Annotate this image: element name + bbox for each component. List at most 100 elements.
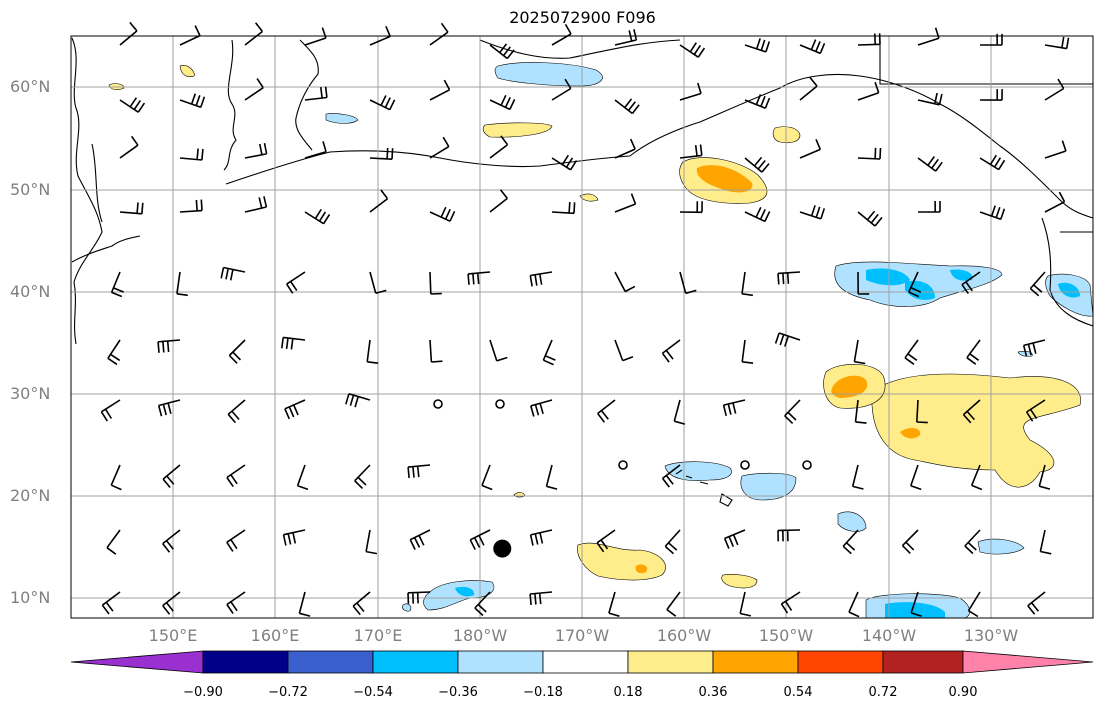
wind-barb [916, 399, 928, 424]
wind-barb [304, 86, 328, 101]
wind-barb [673, 399, 686, 425]
wind-barb [244, 78, 264, 101]
lon-label: 150°E [148, 626, 198, 645]
anomaly-positive [579, 193, 599, 202]
wind-barb [429, 22, 449, 46]
calm-markers [433, 399, 812, 470]
wind-barb [744, 38, 771, 53]
colorbar-tick-label: 0.72 [868, 685, 898, 700]
colorbar-segment [287, 650, 374, 674]
calm-marker [495, 399, 505, 409]
wind-barb [226, 591, 246, 614]
wind-barb [774, 332, 801, 347]
wind-barb [228, 339, 246, 364]
wind-barb [369, 189, 389, 213]
coastline-asia [71, 37, 103, 345]
wind-barb [365, 529, 378, 555]
wind-barb [679, 201, 703, 214]
wind-barb [917, 27, 940, 46]
anomaly-positive [831, 375, 868, 398]
wind-barb [119, 202, 144, 215]
wind-barb [799, 138, 822, 159]
wind-barb [679, 144, 703, 159]
wind-barb [842, 529, 859, 555]
wind-barb [661, 339, 681, 363]
wind-barb [369, 271, 387, 294]
wind-barb [176, 271, 188, 297]
lat-label: 10°N [10, 588, 51, 607]
wind-barb [467, 271, 491, 285]
wind-barb [799, 205, 826, 220]
wind-barb [407, 591, 431, 604]
wind-barb [179, 93, 206, 108]
wind-barb [110, 464, 122, 491]
wind-barb [429, 271, 442, 295]
anomaly-positive [482, 122, 553, 138]
wind-barb [1044, 140, 1067, 159]
lon-label: 170°E [353, 626, 403, 645]
wind-barb [744, 206, 771, 223]
lat-label: 20°N [10, 486, 51, 505]
colorbar-tick-label: −0.18 [523, 685, 563, 700]
wind-barb [244, 22, 264, 46]
wind-barb [489, 43, 515, 60]
wind-barb [106, 529, 121, 555]
wind-barb [107, 339, 121, 366]
wind-barb [722, 399, 746, 416]
wind-barb [744, 94, 771, 109]
anomaly-negative [423, 580, 495, 611]
wind-barb [741, 339, 754, 364]
lat-label: 60°N [10, 77, 51, 96]
wind-barb [369, 147, 394, 160]
colorbar-tick-label: 0.54 [783, 685, 813, 700]
colorbar-segment [202, 650, 289, 674]
wind-barb [777, 529, 801, 542]
lon-label: 140°W [861, 626, 917, 645]
map-title: 2025072900 F096 [509, 8, 656, 27]
wind-barb [530, 399, 553, 417]
wind-barb [119, 21, 138, 46]
wind-barb [741, 271, 754, 297]
colorbar-segment [542, 650, 629, 674]
anomaly-positive [577, 542, 666, 581]
cyclone-marker [493, 539, 512, 558]
wind-barb [489, 339, 508, 362]
wind-barb [661, 464, 681, 488]
wind-barb [853, 339, 866, 365]
wind-barb-layer [100, 21, 1070, 618]
coastline-aleutians [225, 150, 631, 185]
colorbar [70, 650, 1094, 674]
wind-barb [857, 33, 881, 46]
wind-barb [101, 591, 121, 615]
wind-barb [1025, 399, 1046, 422]
wind-barb [162, 464, 181, 489]
wind-barb [614, 98, 640, 115]
colorbar-tick-label: 0.36 [698, 685, 728, 700]
wind-barb [857, 147, 882, 160]
wind-barb [551, 154, 578, 171]
wind-barb [784, 399, 801, 424]
anomaly-negative [1058, 282, 1080, 298]
wind-barb [542, 339, 556, 366]
coastline-alaska [629, 74, 1094, 219]
anomaly-positive [635, 564, 648, 574]
anomaly-fill-layer [108, 62, 1094, 619]
wind-barb [100, 399, 121, 422]
wind-barb [967, 591, 981, 618]
wind-barb [162, 591, 181, 615]
wind-barb [304, 141, 327, 159]
wind-barb [282, 529, 306, 546]
wind-barb [608, 591, 620, 617]
wind-barb [857, 82, 880, 101]
wind-barb [429, 339, 443, 363]
wind-barb [179, 25, 201, 46]
wind-barb [901, 529, 919, 554]
wind-barb [529, 529, 553, 546]
wind-barb [345, 393, 371, 408]
wind-barb [910, 591, 922, 618]
wind-barb [614, 271, 636, 293]
anomaly-negative [494, 62, 603, 87]
wind-barb [529, 591, 553, 605]
gridlines [71, 36, 1093, 618]
wind-barb [119, 135, 139, 159]
